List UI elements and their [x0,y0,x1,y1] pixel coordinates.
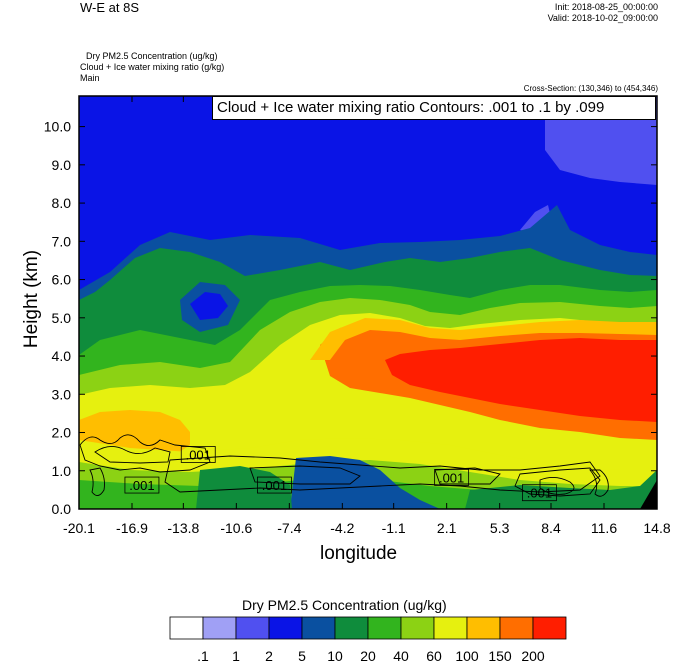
y-tick-label: 8.0 [52,195,72,211]
contour-label-box [257,476,292,494]
colorbar-label: 5 [298,648,306,664]
valid-time: Valid: 2018-10-02_09:00:00 [547,13,658,23]
chart-title: W-E at 8S [80,0,140,15]
x-tick-label: 5.3 [490,520,510,536]
field-lower-darkgreen-2 [465,470,657,509]
colorbar-label: .1 [197,648,209,664]
axis-ticks: -20.1 -16.9 -13.8 -10.6 -7.4 -4.2 -1.1 2.1 5.3 8.… [44,96,671,536]
colorbar-swatch [301,616,336,640]
y-tick-label: 1.0 [52,463,72,479]
colorbar-label: 10 [327,648,343,664]
y-tick-label: 4.0 [52,348,72,364]
x-tick-label: -16.9 [116,520,148,536]
colorbar-label: 40 [393,648,409,664]
y-tick-label: 3.0 [52,386,72,402]
colorbar-swatch [334,616,369,640]
colorbar-swatch [400,616,435,640]
x-axis-label: longitude [320,543,398,564]
x-tick-label: -1.1 [382,520,406,536]
y-tick-label: 9.0 [52,157,72,173]
variable-line-cloud: Cloud + Ice water mixing ratio (g/kg) [80,62,225,72]
colorbar-label: 60 [426,648,442,664]
contour-label-box [124,476,160,494]
colorbar-label: 1 [232,648,240,664]
x-tick-label: 14.8 [643,520,670,536]
x-tick-label: -20.1 [63,520,95,536]
x-tick-label: 11.6 [591,520,617,536]
colorbar-label: 2 [265,648,273,664]
x-tick-label: 8.4 [541,520,561,536]
variable-line-main: Main [80,73,100,83]
field-orange-ring [310,318,657,360]
field-blue-pocket-2 [190,292,228,320]
cloud-contours [79,434,609,497]
x-tick-label: -10.6 [220,520,252,536]
contour-label: .001 [262,478,287,493]
colorbar-label: 200 [521,648,545,664]
colorbar-swatch [235,616,270,640]
contour-info-box: Cloud + Ice water mixing ratio Contours:… [212,96,656,120]
concentration-field [79,96,657,509]
colorbar-swatch [499,616,534,640]
y-tick-label: 7.0 [52,233,72,249]
contour-label-box [180,446,216,463]
y-tick-label: 10.0 [44,119,71,135]
x-tick-label: -7.4 [277,520,301,536]
y-tick-label: 6.0 [52,272,72,288]
contour-label: .001 [527,486,552,501]
colorbar: .1 1 2 5 10 20 40 60 100 150 200 [169,616,567,664]
colorbar-swatch [532,616,567,640]
field-corner-black [640,480,657,509]
colorbar-title: Dry PM2.5 Concentration (ug/kg) [242,597,447,613]
colorbar-swatch [367,616,402,640]
x-tick-label: -13.8 [167,520,199,536]
contour-label-box [434,469,470,486]
contour-label: .001 [129,478,154,493]
colorbar-label: 150 [488,648,512,664]
field-lower-navy [290,456,440,509]
y-axis-label: Height (km) [21,249,42,349]
contour-label: .001 [186,447,211,462]
colorbar-swatch [466,616,501,640]
colorbar-swatch [169,616,204,640]
colorbar-label: 20 [360,648,376,664]
y-tick-label: 2.0 [52,425,72,441]
field-red [385,338,657,422]
init-time: Init: 2018-08-25_00:00:00 [554,2,658,12]
contour-labels: .001 .001 .001 .001 .001 [124,446,557,502]
variable-line-pm25: Dry PM2.5 Concentration (ug/kg) [86,51,218,61]
colorbar-swatch [268,616,303,640]
x-tick-label: 2.1 [437,520,457,536]
x-tick-label: -4.2 [330,520,354,536]
y-tick-label: 0.0 [52,501,72,517]
y-tick-label: 5.0 [52,310,72,326]
cross-section-label: Cross-Section: (130,346) to (454,346) [523,84,658,93]
colorbar-label: 100 [455,648,479,664]
colorbar-swatch [433,616,468,640]
contour-label: .001 [439,470,464,485]
colorbar-swatch [202,616,237,640]
contour-label-box [522,484,557,502]
